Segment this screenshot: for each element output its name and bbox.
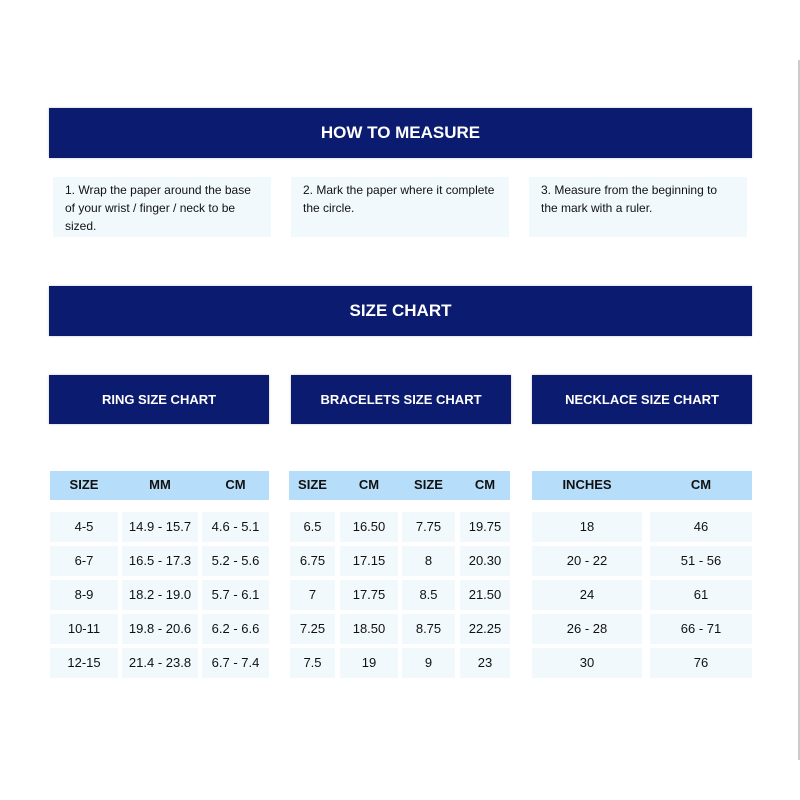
table-cell: 4.6 - 5.1 [202, 512, 269, 542]
table-cell: 8 [402, 546, 455, 576]
table-cell: 7 [290, 580, 335, 610]
table-cell: 5.2 - 5.6 [202, 546, 269, 576]
table-cell: 26 - 28 [532, 614, 642, 644]
table-cell: 14.9 - 15.7 [122, 512, 198, 542]
table-cell: 4-5 [50, 512, 118, 542]
column-header: CM [358, 477, 380, 492]
table-cell: 76 [650, 648, 752, 678]
table-cell: 22.25 [460, 614, 510, 644]
table-cell: 21.4 - 23.8 [122, 648, 198, 678]
table-cell: 17.75 [340, 580, 398, 610]
column-header: SIZE [298, 477, 327, 492]
table-cell: 18.50 [340, 614, 398, 644]
table-cell: 30 [532, 648, 642, 678]
table-cell: 10-11 [50, 614, 118, 644]
column-header: SIZE [69, 477, 99, 492]
table-cell: 21.50 [460, 580, 510, 610]
table-cell: 9 [402, 648, 455, 678]
table-cell: 6.2 - 6.6 [202, 614, 269, 644]
ring-chart-header: RING SIZE CHART [49, 375, 269, 424]
column-header: INCHES [562, 477, 612, 492]
table-cell: 20 - 22 [532, 546, 642, 576]
ring-chart-title: RING SIZE CHART [101, 392, 217, 407]
table-cell: 7.5 [290, 648, 335, 678]
table-cell: 24 [532, 580, 642, 610]
table-cell: 6-7 [50, 546, 118, 576]
ring-size-table: SIZE 4-5 6-7 8-9 10-11 12-15 MM 14.9 - 15.7 16.5… [50, 471, 269, 681]
table-cell: 18 [532, 512, 642, 542]
table-cell: 61 [650, 580, 752, 610]
table-cell: 6.75 [290, 546, 335, 576]
bracelet-chart-title: BRACELETS SIZE CHART [320, 392, 482, 407]
table-cell: 18.2 - 19.0 [122, 580, 198, 610]
necklace-size-table: INCHES 18 20 - 22 24 26 - 28 30 CM 46 51 - 56 61 6… [532, 471, 752, 681]
necklace-table-header [532, 471, 752, 500]
necklace-chart-title: NECKLACE SIZE CHART [565, 392, 719, 407]
step-3: 3. Measure from the beginning to the mar… [529, 177, 747, 237]
size-chart-title: SIZE CHART [349, 301, 452, 320]
table-cell: 7.75 [402, 512, 455, 542]
table-cell: 19.75 [460, 512, 510, 542]
table-cell: 8.75 [402, 614, 455, 644]
size-chart-banner: SIZE CHART [49, 286, 752, 336]
how-to-measure-title: HOW TO MEASURE [320, 123, 481, 142]
table-cell: 17.15 [340, 546, 398, 576]
page-edge-divider [798, 60, 800, 760]
table-cell: 46 [650, 512, 752, 542]
table-cell: 20.30 [460, 546, 510, 576]
table-cell: 7.25 [290, 614, 335, 644]
column-header: SIZE [414, 477, 443, 492]
table-cell: 6.5 [290, 512, 335, 542]
table-cell: 23 [460, 648, 510, 678]
how-to-measure-banner: HOW TO MEASURE [49, 108, 752, 158]
table-cell: 8.5 [402, 580, 455, 610]
bracelet-table-header [289, 471, 510, 500]
table-cell: 16.50 [340, 512, 398, 542]
column-header: MM [149, 477, 171, 492]
table-cell: 19.8 - 20.6 [122, 614, 198, 644]
column-header: CM [690, 477, 712, 492]
table-cell: 6.7 - 7.4 [202, 648, 269, 678]
bracelet-chart-header: BRACELETS SIZE CHART [291, 375, 511, 424]
table-cell: 66 - 71 [650, 614, 752, 644]
bracelet-size-table: SIZE 6.5 6.75 7 7.25 7.5 CM 16.50 17.15 17.75 18.5… [289, 471, 510, 681]
table-cell: 8-9 [50, 580, 118, 610]
step-2: 2. Mark the paper where it complete the … [291, 177, 509, 237]
table-cell: 5.7 - 6.1 [202, 580, 269, 610]
table-cell: 12-15 [50, 648, 118, 678]
table-cell: 16.5 - 17.3 [122, 546, 198, 576]
column-header: CM [474, 477, 496, 492]
table-cell: 19 [340, 648, 398, 678]
table-cell: 51 - 56 [650, 546, 752, 576]
step-1: 1. Wrap the paper around the base of you… [53, 177, 271, 237]
column-header: CM [225, 477, 246, 492]
ring-table-header [50, 471, 269, 500]
necklace-chart-header: NECKLACE SIZE CHART [532, 375, 752, 424]
